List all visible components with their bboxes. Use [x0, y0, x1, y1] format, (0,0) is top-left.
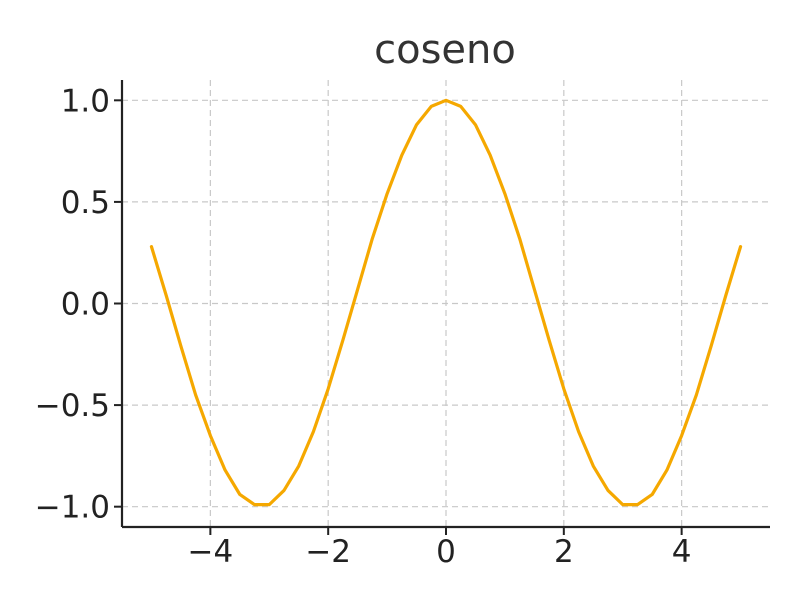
y-tick-label: 0.0: [61, 287, 110, 323]
x-tick-label: 0: [436, 534, 456, 570]
x-tick-label: 4: [672, 534, 692, 570]
y-tick-label: −0.5: [35, 388, 110, 424]
y-tick-label: 1.0: [61, 83, 110, 119]
series-line: [149, 98, 743, 507]
x-tick-label: −4: [188, 534, 234, 570]
series-layer: [149, 98, 743, 507]
y-tick-label: 0.5: [61, 185, 110, 221]
chart-title: coseno: [374, 27, 516, 73]
x-tick-label: −2: [305, 534, 351, 570]
axes: −4 −2 0 2 4 −1.0 −0.5 0.0 0.5 1.0: [35, 80, 770, 570]
grid: [122, 80, 770, 527]
x-tick-label: 2: [554, 534, 574, 570]
y-tick-label: −1.0: [35, 490, 110, 526]
